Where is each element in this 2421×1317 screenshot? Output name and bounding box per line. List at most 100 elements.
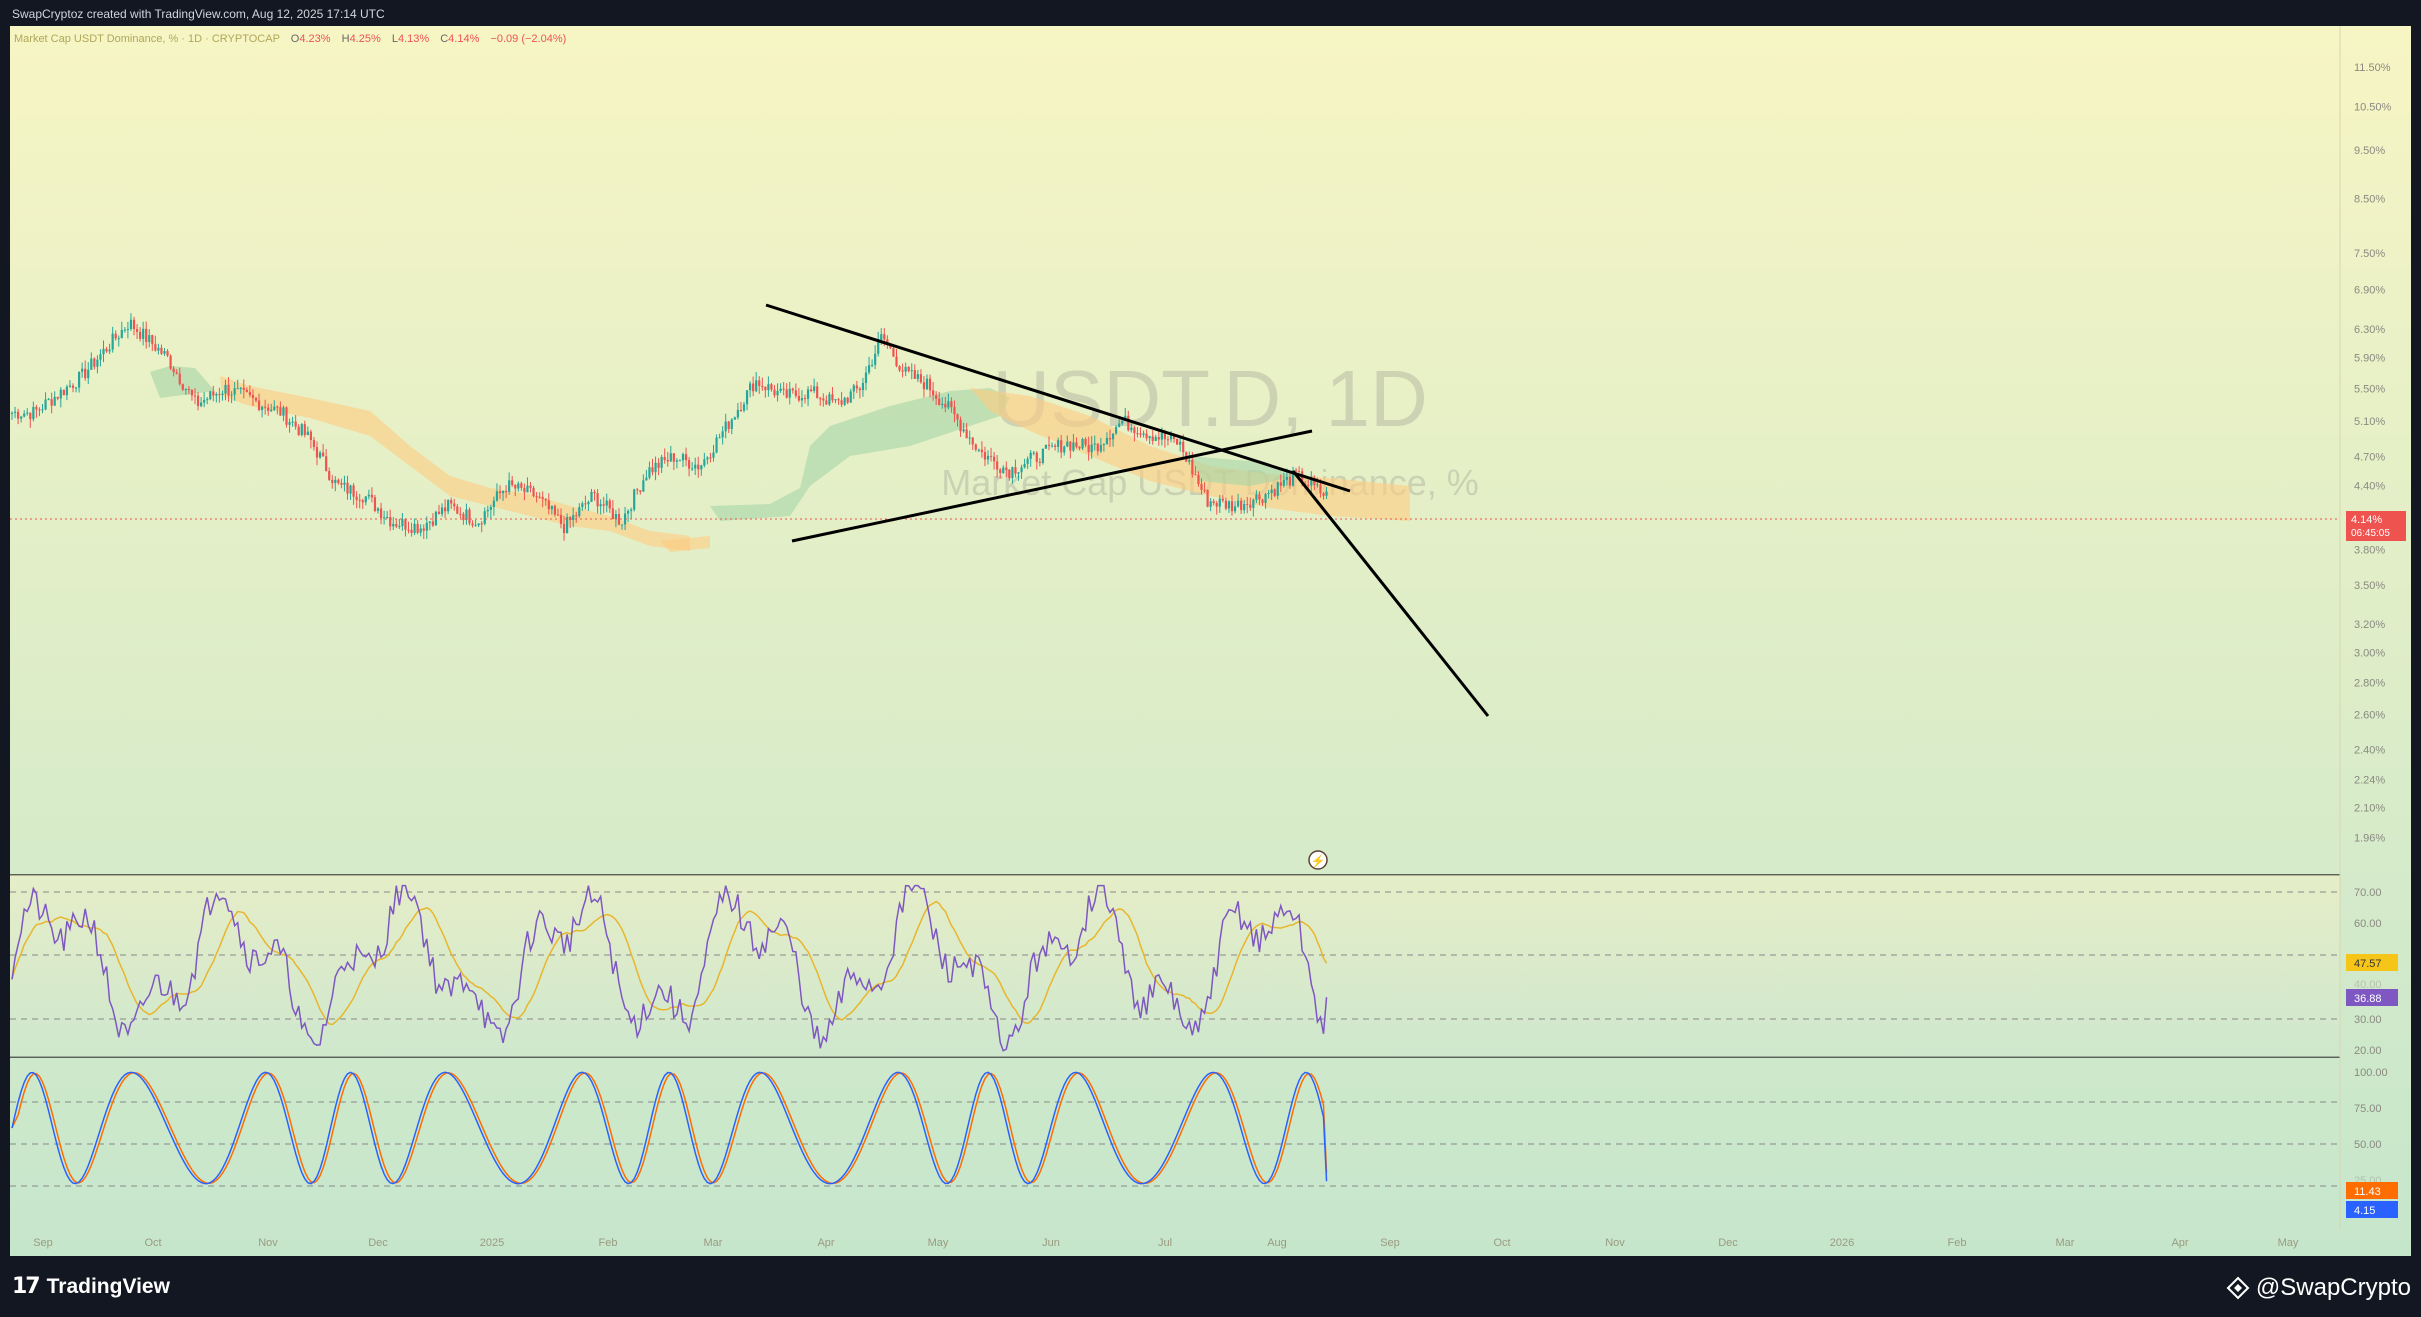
candle-body (386, 516, 389, 518)
candle-body (29, 412, 32, 420)
candle-body (358, 499, 361, 501)
candle-body (1044, 444, 1048, 449)
candle-body (227, 384, 230, 396)
candle-body (1014, 467, 1017, 474)
candle-body (578, 507, 581, 516)
candle-body (480, 523, 483, 525)
time-tick: Sep (1380, 1237, 1400, 1249)
price-tick: 3.50% (2354, 580, 2385, 592)
candle-body (654, 462, 657, 473)
legend-low: 4.13% (398, 33, 429, 45)
candle-body (764, 386, 767, 391)
legend-low-label: L (392, 33, 398, 45)
symbol-legend[interactable]: Market Cap USDT Dominance, % · 1D · CRYP… (14, 33, 566, 45)
candle-body (965, 429, 968, 439)
candle-body (941, 403, 944, 406)
candle-body (489, 506, 492, 510)
candle-body (770, 384, 773, 390)
candle-body (745, 390, 749, 405)
time-tick: 2026 (1830, 1237, 1854, 1249)
candle-body (1069, 441, 1072, 451)
rsi-axis[interactable]: 70.00 60.00 40.00 30.00 20.00 47.57 36.8… (2346, 887, 2398, 1057)
candle-body (47, 399, 50, 401)
candle-body (401, 519, 404, 527)
rsi-ma-line (11, 900, 1328, 1026)
candle-body (395, 523, 398, 527)
candle-body (611, 508, 614, 520)
price-tick: 2.80% (2354, 677, 2385, 689)
candle-body (806, 389, 810, 399)
candle-body (108, 349, 111, 352)
candle-body (248, 392, 251, 396)
candle-body (425, 522, 428, 531)
candle-body (193, 395, 197, 397)
candle-body (956, 414, 959, 420)
last-price-tag: 4.14% 06:45:05 (2346, 511, 2406, 541)
candle-body (1017, 472, 1020, 474)
candle-body (526, 485, 529, 493)
stoch-axis[interactable]: 100.00 75.00 50.00 25.00 11.43 4.15 (2346, 1067, 2398, 1218)
chart-frame[interactable]: USDT.D, 1D Market Cap USDT Dominance, % … (10, 26, 2411, 1256)
candle-body (1301, 471, 1304, 485)
candle-body (17, 411, 20, 419)
trendline-descending[interactable] (765, 303, 1351, 493)
candle-body (758, 380, 761, 386)
candle-body (901, 370, 904, 372)
legend-high: 4.25% (350, 33, 381, 45)
candle-body (556, 514, 560, 516)
candle-body (300, 424, 303, 435)
candle-body (78, 371, 81, 388)
candle-body (315, 447, 319, 458)
time-tick: Nov (1605, 1237, 1625, 1249)
candle-body (361, 500, 364, 503)
candle-body (1145, 433, 1148, 439)
diamond-icon (2226, 1276, 2250, 1300)
candle-body (727, 421, 730, 429)
candle-body (477, 523, 480, 526)
time-tick: Feb (1948, 1237, 1967, 1249)
candle-body (694, 464, 697, 469)
candle-body (803, 398, 807, 400)
candle-body (444, 507, 447, 512)
candle-body (785, 389, 788, 398)
candle-body (739, 409, 743, 411)
candle-body (87, 369, 90, 379)
candle-body (1215, 503, 1218, 507)
candle-body (90, 358, 93, 370)
chart-svg[interactable]: USDT.D, 1D Market Cap USDT Dominance, % … (10, 26, 2411, 1256)
price-tick: 2.24% (2354, 775, 2385, 787)
candle-body (755, 380, 758, 392)
candle-body (840, 400, 843, 405)
candle-body (660, 457, 663, 468)
candle-body (1005, 467, 1008, 470)
candle-body (1160, 432, 1163, 440)
candle-body (114, 333, 117, 339)
candle-body (10, 412, 14, 414)
candle-body (1096, 443, 1099, 452)
trendline-ascending[interactable] (791, 429, 1313, 543)
event-marker-icon[interactable] (1308, 850, 1328, 870)
trendline-projection[interactable] (1291, 470, 1490, 717)
candle-body (1258, 494, 1261, 500)
candle-body (456, 506, 459, 514)
candle-body (691, 468, 694, 470)
candle-body (407, 529, 410, 531)
candle-body (800, 398, 804, 401)
chart-background (10, 26, 2411, 1256)
rsi-tick-30: 30.00 (2354, 1014, 2382, 1026)
candle-body (325, 456, 328, 472)
candle-body (1322, 493, 1325, 496)
candle-body (1224, 500, 1227, 509)
price-axis[interactable]: 11.50% 10.50% 9.50% 8.50% 7.50% 6.90% 6.30% 5.9… (2354, 62, 2392, 845)
candle-body (883, 334, 886, 340)
candle-body (776, 390, 779, 396)
candle-body (331, 479, 334, 484)
stoch-tick-50: 50.00 (2354, 1139, 2382, 1151)
candle-body (1172, 434, 1176, 439)
cloud-segment (660, 536, 710, 552)
candle-body (151, 335, 154, 345)
time-tick: Oct (1493, 1237, 1510, 1249)
tradingview-logo[interactable]: 17 TradingView (12, 1274, 170, 1299)
time-axis[interactable]: Sep Oct Nov Dec 2025 Feb Mar Apr May Jun Jul Aug Sep… (33, 1237, 2299, 1249)
candle-body (437, 511, 441, 515)
